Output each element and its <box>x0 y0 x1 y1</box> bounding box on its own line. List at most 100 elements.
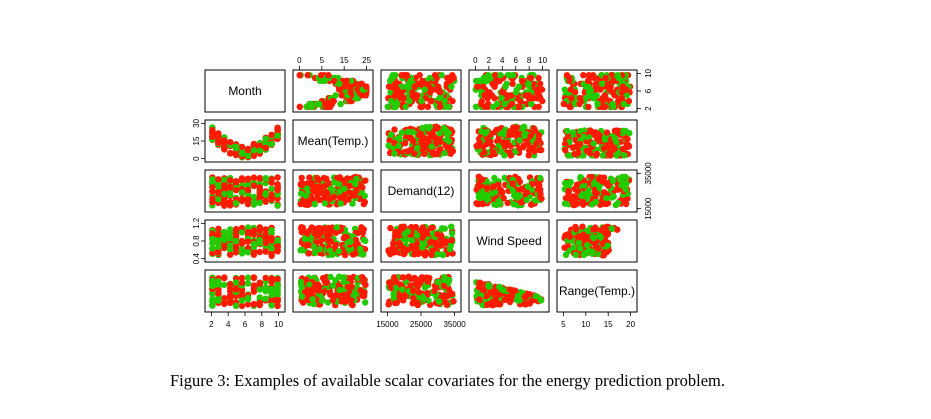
data-point <box>489 80 496 88</box>
data-point <box>391 150 398 157</box>
data-point <box>400 297 407 304</box>
data-point <box>327 291 334 298</box>
data-point <box>593 190 600 197</box>
data-point <box>403 236 410 243</box>
data-point <box>594 100 601 108</box>
tick-label: 10 <box>644 68 653 77</box>
data-point <box>394 86 401 93</box>
data-point <box>337 100 344 108</box>
data-point <box>498 95 505 102</box>
data-point <box>262 288 269 295</box>
data-point <box>529 180 536 188</box>
scatter-panel <box>292 169 374 213</box>
data-point <box>268 191 275 198</box>
data-point <box>501 100 508 108</box>
data-point <box>215 241 222 248</box>
diagonal-panel: Range(Temp.) <box>556 269 638 313</box>
scatter-panel <box>204 119 286 163</box>
data-point <box>262 191 269 198</box>
data-point <box>565 187 572 195</box>
data-point <box>353 187 360 194</box>
data-point <box>442 238 449 245</box>
data-point <box>527 133 534 140</box>
data-point <box>232 200 240 207</box>
data-point <box>250 301 258 308</box>
data-point <box>424 103 432 111</box>
data-point <box>346 182 353 190</box>
data-point <box>421 150 428 157</box>
data-point <box>565 152 572 159</box>
data-point <box>490 183 497 190</box>
data-point <box>274 297 281 304</box>
data-point <box>441 282 448 289</box>
data-point <box>256 195 263 202</box>
data-point <box>348 283 355 290</box>
data-point <box>256 286 263 293</box>
data-point <box>511 130 518 137</box>
data-point <box>227 139 234 146</box>
data-point <box>244 249 252 256</box>
data-point <box>510 201 518 208</box>
data-point <box>579 223 586 230</box>
data-point <box>582 190 590 198</box>
data-point <box>360 236 367 244</box>
data-point <box>495 181 502 188</box>
data-point <box>387 224 394 232</box>
data-point <box>340 249 348 256</box>
data-point <box>592 225 600 233</box>
data-point <box>537 190 544 198</box>
data-point <box>491 95 498 102</box>
data-point <box>268 185 275 193</box>
data-point <box>609 100 616 108</box>
data-point <box>521 294 529 301</box>
data-point <box>500 194 507 202</box>
data-point <box>303 185 311 192</box>
data-point <box>476 139 483 146</box>
tick-label: 8 <box>527 56 532 65</box>
data-point <box>516 103 523 111</box>
data-point <box>238 150 246 157</box>
data-point <box>501 296 508 304</box>
data-point <box>600 252 607 259</box>
data-point <box>481 149 488 156</box>
data-point <box>537 297 545 304</box>
data-point <box>597 234 604 241</box>
data-point <box>361 199 368 206</box>
data-point <box>305 250 312 257</box>
data-point <box>332 229 340 236</box>
data-point <box>507 152 514 159</box>
data-point <box>472 77 480 85</box>
data-point <box>209 302 216 309</box>
data-point <box>424 289 431 297</box>
data-point <box>301 235 309 243</box>
data-point <box>338 92 345 99</box>
data-point <box>622 186 629 193</box>
data-point <box>436 95 443 102</box>
data-point <box>569 129 577 136</box>
data-point <box>411 274 418 282</box>
data-point <box>215 139 222 146</box>
panel-frame <box>468 269 550 313</box>
data-point <box>305 227 313 235</box>
data-point <box>297 190 305 197</box>
tick-label: 5 <box>561 320 566 329</box>
data-point <box>572 251 579 258</box>
data-point <box>227 191 234 199</box>
data-point <box>449 97 456 105</box>
data-point <box>497 284 504 291</box>
data-point <box>585 72 593 79</box>
data-point <box>268 276 275 284</box>
data-point <box>274 291 281 298</box>
tick-label: 0 <box>192 156 201 161</box>
data-point <box>620 100 627 108</box>
data-point <box>615 74 622 82</box>
data-point <box>384 103 391 111</box>
data-point <box>487 138 494 145</box>
tick-label: 15 <box>192 136 201 145</box>
data-point <box>399 274 407 281</box>
scatter-panel <box>556 119 638 163</box>
data-point <box>616 176 624 183</box>
data-point <box>385 301 392 308</box>
data-point <box>526 291 533 298</box>
data-point <box>601 200 608 207</box>
